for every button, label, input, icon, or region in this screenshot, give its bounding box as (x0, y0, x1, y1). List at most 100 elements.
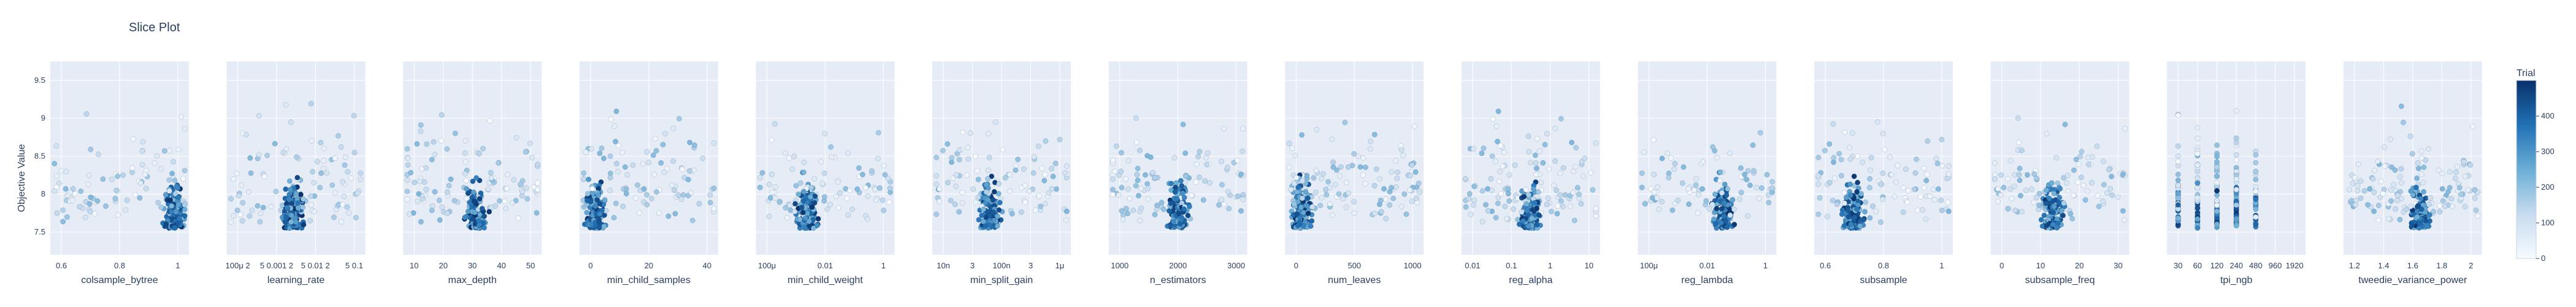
data-point (1531, 200, 1538, 206)
data-point (404, 177, 410, 183)
data-point (2059, 208, 2065, 214)
data-point (358, 170, 364, 176)
x-tick-label: 0.8 (1878, 261, 1889, 270)
data-point (341, 193, 347, 200)
data-point (1830, 121, 1836, 127)
data-point (1544, 131, 1550, 137)
data-point (1654, 184, 1660, 190)
data-point (1043, 138, 1049, 144)
x-tick-label: 0 (1294, 261, 1298, 270)
data-point (338, 219, 344, 225)
data-point (2043, 200, 2049, 206)
data-point (1851, 173, 1857, 179)
x-axis-label: min_child_samples (607, 275, 691, 286)
x-tick-label: 30 (2114, 261, 2122, 270)
data-point (1471, 202, 1476, 208)
data-point (1757, 130, 1763, 136)
data-point (887, 185, 893, 191)
data-point (589, 185, 596, 192)
x-axis-label: reg_alpha (1509, 275, 1552, 286)
data-point (1170, 219, 1176, 225)
data-point (1880, 170, 1886, 176)
data-point (965, 144, 971, 150)
data-point (800, 169, 807, 175)
data-point (2386, 216, 2392, 222)
data-point (1119, 185, 1125, 190)
data-point (320, 166, 326, 171)
data-point (429, 157, 435, 163)
data-point (234, 208, 240, 213)
data-point (1409, 198, 1415, 204)
data-point (1855, 179, 1861, 185)
data-point (2421, 188, 2427, 195)
data-point (845, 212, 851, 218)
data-point (1042, 201, 1048, 207)
y-tick-label: 9 (41, 114, 45, 123)
data-point (2024, 172, 2030, 178)
data-point (414, 198, 420, 204)
data-point (1489, 153, 1495, 159)
data-point (182, 126, 188, 132)
data-point (124, 197, 130, 203)
data-point (1524, 208, 1530, 214)
data-point (2115, 194, 2121, 200)
data-point (2393, 206, 2399, 212)
data-point (1560, 165, 1566, 171)
x-tick-label: 0 (588, 261, 592, 270)
data-point (1557, 192, 1563, 198)
data-point (1382, 196, 1389, 203)
data-point (827, 201, 834, 208)
data-point (1769, 179, 1776, 185)
data-point (986, 131, 991, 137)
data-point (2382, 163, 2388, 169)
data-point (345, 169, 351, 175)
data-point (711, 206, 717, 212)
data-point (1669, 207, 1676, 213)
data-point (335, 133, 341, 139)
data-point (340, 179, 346, 185)
data-point (1642, 201, 1648, 207)
x-tick-label: 30 (2174, 261, 2182, 270)
data-point (1240, 148, 1246, 154)
slice-panel-reg_lambda: 100μ 0.01 1 reg_lambda (1638, 61, 1777, 286)
data-point (1355, 154, 1361, 159)
data-point (1497, 169, 1503, 174)
data-point (803, 193, 809, 200)
data-point (2086, 161, 2091, 168)
x-axis-label: reg_lambda (1681, 275, 1733, 286)
data-point (1713, 220, 1719, 227)
data-point (707, 192, 713, 198)
data-point (2041, 212, 2047, 219)
data-point (1300, 178, 1305, 184)
data-point (1945, 171, 1952, 177)
data-point (865, 193, 871, 199)
data-point (67, 189, 73, 195)
data-point (689, 217, 696, 223)
data-point (1921, 165, 1927, 171)
data-point (965, 156, 972, 162)
data-point (933, 181, 940, 187)
data-point (1878, 181, 1884, 187)
data-point (1568, 203, 1574, 209)
data-point (793, 183, 799, 189)
data-point (1945, 200, 1951, 206)
data-point (792, 201, 799, 207)
data-point (287, 187, 293, 193)
data-point (772, 184, 778, 190)
data-point (496, 160, 502, 166)
x-axis-label: subsample (1860, 275, 1907, 286)
data-point (767, 195, 773, 201)
data-point (2175, 143, 2181, 149)
data-point (1573, 164, 1579, 170)
data-point (408, 169, 414, 176)
data-point (1123, 176, 1129, 182)
data-point (1202, 178, 1208, 184)
data-point (2355, 183, 2361, 189)
data-point (1321, 171, 1326, 177)
data-point (1238, 208, 1244, 214)
data-point (1581, 173, 1586, 179)
data-point (954, 150, 960, 157)
data-point (1639, 184, 1645, 190)
data-point (769, 171, 775, 177)
data-point (1371, 211, 1378, 216)
